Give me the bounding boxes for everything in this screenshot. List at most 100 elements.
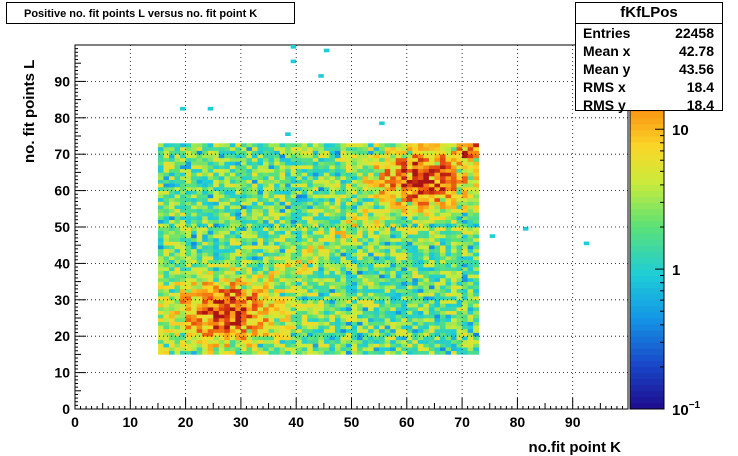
heatmap-cell [251, 237, 258, 242]
heatmap-cell [180, 259, 186, 264]
heatmap-cell [301, 248, 308, 253]
heatmap-cell [357, 241, 363, 246]
heatmap-cell [246, 186, 253, 191]
heatmap-cell [401, 161, 408, 166]
heatmap-cell [384, 201, 391, 206]
heatmap-cell [235, 194, 242, 199]
heatmap-cell [274, 237, 280, 242]
heatmap-cell [285, 296, 291, 301]
palette-band [630, 251, 664, 258]
heatmap-cell [224, 216, 231, 221]
heatmap-cell [279, 314, 286, 319]
heatmap-cell [384, 281, 391, 286]
heatmap-cell [157, 212, 164, 217]
heatmap-cell [207, 237, 214, 242]
palette-band [630, 378, 664, 386]
heatmap-cell [202, 197, 209, 202]
heatmap-cell [340, 328, 347, 333]
heatmap-cell [401, 157, 408, 162]
heatmap-cell [196, 245, 203, 250]
heatmap-cell [412, 310, 419, 315]
heatmap-cell [357, 219, 363, 224]
heatmap-cell [169, 219, 175, 224]
heatmap-cell [224, 350, 231, 355]
heatmap-cell [307, 336, 314, 341]
heatmap-cell [174, 205, 181, 210]
heatmap-cell [428, 190, 435, 195]
heatmap-cell [229, 190, 236, 195]
heatmap-cell [439, 165, 446, 170]
heatmap-cell [428, 194, 435, 199]
heatmap-cell [318, 277, 325, 282]
heatmap-cell [196, 299, 203, 304]
heatmap-cell [379, 292, 385, 297]
heatmap-cell [428, 143, 435, 148]
heatmap-cell [368, 336, 374, 341]
heatmap-cell [279, 183, 286, 188]
heatmap-cell [368, 288, 374, 293]
heatmap-cell [368, 223, 374, 228]
heatmap-cell [218, 223, 225, 228]
heatmap-cell [279, 143, 286, 148]
heatmap-cell [323, 183, 330, 188]
heatmap-cell [384, 314, 391, 319]
heatmap-cell [174, 281, 181, 286]
heatmap-cell [362, 241, 369, 246]
heatmap-cell [279, 179, 286, 184]
heatmap-cell [174, 186, 181, 191]
heatmap-cell [224, 303, 231, 308]
heatmap-cell [406, 223, 413, 228]
heatmap-cell [263, 277, 269, 282]
heatmap-cell [334, 310, 341, 315]
heatmap-cell [406, 201, 413, 206]
heatmap-cell [307, 296, 314, 301]
heatmap-cell [428, 318, 435, 322]
heatmap-cell [473, 161, 479, 166]
heatmap-cell [373, 350, 380, 355]
heatmap-cell [235, 339, 242, 344]
heatmap-cell [379, 230, 385, 235]
heatmap-cell [428, 230, 435, 235]
heatmap-cell [296, 227, 303, 231]
heatmap-cell [213, 318, 220, 322]
heatmap-cell [229, 172, 236, 177]
heatmap-cell [257, 146, 264, 151]
heatmap-cell [301, 263, 308, 268]
heatmap-cell [218, 332, 225, 337]
heatmap-cell [285, 303, 291, 308]
heatmap-cell [439, 321, 446, 326]
heatmap-cell [279, 350, 286, 355]
heatmap-cell [395, 161, 402, 166]
heatmap-cell [251, 285, 258, 290]
heatmap-cell [169, 263, 175, 268]
heatmap-cell [279, 201, 286, 206]
heatmap-cell [174, 303, 181, 308]
heatmap-cell [395, 277, 402, 282]
heatmap-cell [312, 201, 319, 206]
heatmap-cell [169, 274, 175, 279]
heatmap-cell [196, 237, 203, 242]
heatmap-cell [412, 285, 419, 290]
heatmap-cell [345, 208, 352, 213]
heatmap-cell [157, 336, 164, 341]
heatmap-cell [334, 336, 341, 341]
heatmap-cell [246, 227, 253, 231]
heatmap-cell [207, 161, 214, 166]
heatmap-cell [423, 154, 430, 159]
heatmap-cell [329, 197, 336, 202]
heatmap-cell [163, 157, 170, 162]
heatmap-cell [467, 325, 474, 330]
heatmap-cell [345, 168, 352, 173]
heatmap-cell [163, 347, 170, 352]
heatmap-cell [401, 223, 408, 228]
heatmap-cell [229, 146, 236, 151]
heatmap-cell [191, 325, 197, 330]
heatmap-cell [279, 245, 286, 250]
heatmap-cell [169, 245, 175, 250]
heatmap-cell [456, 321, 463, 326]
heatmap-cell [169, 234, 175, 239]
heatmap-cell [191, 186, 197, 191]
heatmap-cell [290, 248, 297, 253]
heatmap-cell [213, 321, 220, 326]
heatmap-cell [362, 314, 369, 319]
